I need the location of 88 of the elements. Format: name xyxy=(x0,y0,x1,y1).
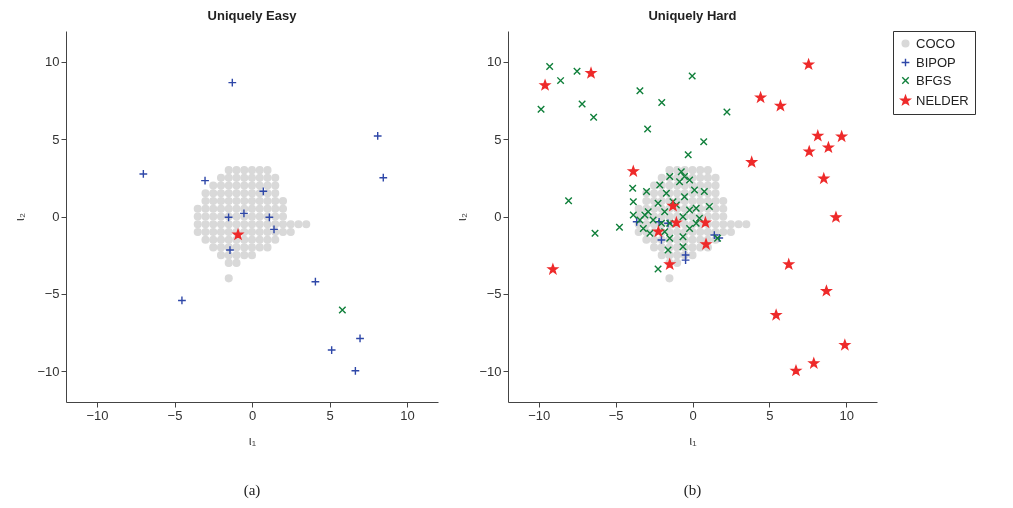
x-tick-label: −10 xyxy=(86,407,109,423)
y-tick-label: 5 xyxy=(494,131,502,147)
point xyxy=(836,131,847,142)
x-tick-label: 10 xyxy=(839,407,854,423)
point xyxy=(578,100,587,108)
point xyxy=(690,185,699,194)
legend-label: BFGS xyxy=(916,72,952,88)
point xyxy=(585,67,597,78)
x-tick-label: −5 xyxy=(608,407,624,423)
chart-title: Uniquely Easy xyxy=(207,8,298,23)
point xyxy=(355,333,365,344)
legend-label: BIPOP xyxy=(916,54,956,70)
point xyxy=(755,92,766,103)
point xyxy=(239,208,249,218)
x-tick-label: −5 xyxy=(167,407,183,423)
x-tick-label: 0 xyxy=(689,407,697,423)
point xyxy=(775,100,786,111)
point xyxy=(232,229,244,240)
point xyxy=(830,211,842,222)
point xyxy=(628,165,639,176)
x-tick-label: 5 xyxy=(326,407,334,423)
point xyxy=(688,72,697,80)
point xyxy=(545,62,554,71)
y-tick-label: −5 xyxy=(44,286,60,302)
point xyxy=(373,131,383,141)
legend-label: NELDER xyxy=(916,92,969,108)
point xyxy=(200,176,210,186)
point xyxy=(589,113,598,122)
y-tick-label: 0 xyxy=(52,209,60,224)
y-tick-label: −5 xyxy=(486,286,502,302)
point xyxy=(547,263,559,274)
point xyxy=(177,295,187,306)
y-tick-label: 10 xyxy=(487,54,502,70)
point xyxy=(681,255,691,265)
point xyxy=(653,226,664,237)
point xyxy=(684,150,693,159)
point xyxy=(654,265,663,274)
point xyxy=(839,339,851,350)
x-tick-label: 10 xyxy=(400,407,415,423)
y-tick-label: −10 xyxy=(479,363,502,379)
point xyxy=(629,197,638,206)
point xyxy=(338,306,347,314)
point xyxy=(699,137,708,146)
point xyxy=(564,196,573,205)
point xyxy=(635,86,644,95)
x-tick-label: 5 xyxy=(766,407,774,423)
x-tick-label: −10 xyxy=(528,407,551,423)
point xyxy=(770,309,782,320)
y-axis-title: ι₂ xyxy=(12,213,28,221)
point xyxy=(628,184,637,193)
point xyxy=(675,177,684,186)
chart-title: Uniquely Hard xyxy=(648,7,737,23)
point xyxy=(138,169,148,179)
point xyxy=(556,76,565,85)
point xyxy=(823,142,834,153)
point xyxy=(790,365,802,376)
y-tick-label: −10 xyxy=(37,363,60,379)
point xyxy=(722,108,731,116)
y-tick-label: 10 xyxy=(45,54,60,70)
x-tick-label: 0 xyxy=(248,407,257,423)
point xyxy=(657,98,666,107)
y-tick-label: 5 xyxy=(52,131,60,147)
point xyxy=(573,67,581,76)
point xyxy=(803,59,814,70)
point xyxy=(327,345,337,355)
x-axis-title: ι₁ xyxy=(689,432,698,448)
point xyxy=(537,105,545,114)
point xyxy=(667,200,679,211)
point xyxy=(649,216,658,224)
point xyxy=(812,130,824,141)
point xyxy=(629,211,638,219)
point xyxy=(539,79,551,90)
y-axis-title: ι₂ xyxy=(454,213,470,221)
text: (a) xyxy=(243,482,261,499)
point xyxy=(808,357,820,368)
point xyxy=(643,125,652,133)
text: (b) xyxy=(683,482,702,499)
point xyxy=(818,173,830,184)
legend-label: COCO xyxy=(916,35,955,51)
point xyxy=(746,156,757,167)
point xyxy=(803,146,815,157)
x-axis-title: ι₁ xyxy=(248,432,257,448)
point xyxy=(821,285,832,296)
point xyxy=(692,219,701,228)
y-tick-label: 0 xyxy=(494,209,502,224)
point xyxy=(615,223,624,232)
point xyxy=(591,229,599,238)
point xyxy=(700,238,712,249)
